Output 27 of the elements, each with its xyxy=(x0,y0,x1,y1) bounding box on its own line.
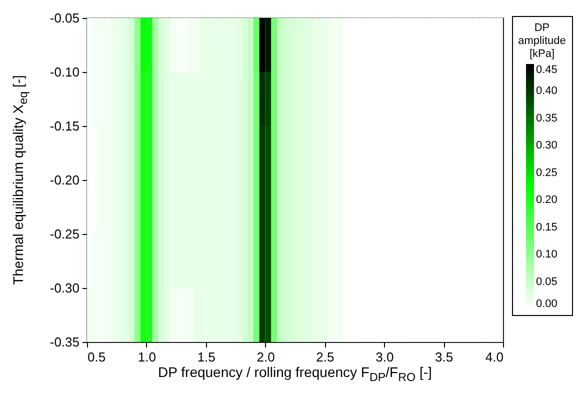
y-tick-label: -0.10 xyxy=(50,64,80,80)
color-bar-label: 0.40 xyxy=(536,85,558,98)
color-bar-label: 0.20 xyxy=(536,194,558,206)
x-tick-label: 2.5 xyxy=(316,350,334,364)
y-tick-label: -0.25 xyxy=(50,226,80,242)
y-tick-label: -0.30 xyxy=(50,280,80,296)
color-bar-label: 0.30 xyxy=(536,140,558,152)
x-tick-label: 1.0 xyxy=(138,350,156,364)
color-bar-label: 0.35 xyxy=(536,112,558,124)
x-tick-label: 1.5 xyxy=(197,350,216,364)
color-bar-label: 0.15 xyxy=(536,221,558,234)
color-bar-label: 0.25 xyxy=(536,166,558,179)
y-tick-label: -0.35 xyxy=(50,334,80,350)
y-tick-label: -0.15 xyxy=(50,118,80,134)
color-bar-label: 0.10 xyxy=(536,248,558,261)
x-tick-label: 3.0 xyxy=(376,350,394,364)
x-tick-label: 0.5 xyxy=(88,350,106,364)
color-bar-label: 0.05 xyxy=(536,276,558,288)
x-tick-label: 3.5 xyxy=(435,350,454,364)
y-tick-label: -0.20 xyxy=(50,172,80,188)
y-tick-label: -0.05 xyxy=(50,10,80,26)
color-bar-label: 0.00 xyxy=(536,298,558,310)
x-tick-label: 2.0 xyxy=(256,350,275,364)
x-tick-label: 4.0 xyxy=(485,350,504,364)
color-bar-label: 0.45 xyxy=(536,64,558,76)
color-bar-title: DP amplitude [kPa] xyxy=(518,22,566,60)
x-axis-title: DP frequency / rolling frequency F$_{DP}$/F$_{RO}$ [-] xyxy=(158,364,432,384)
